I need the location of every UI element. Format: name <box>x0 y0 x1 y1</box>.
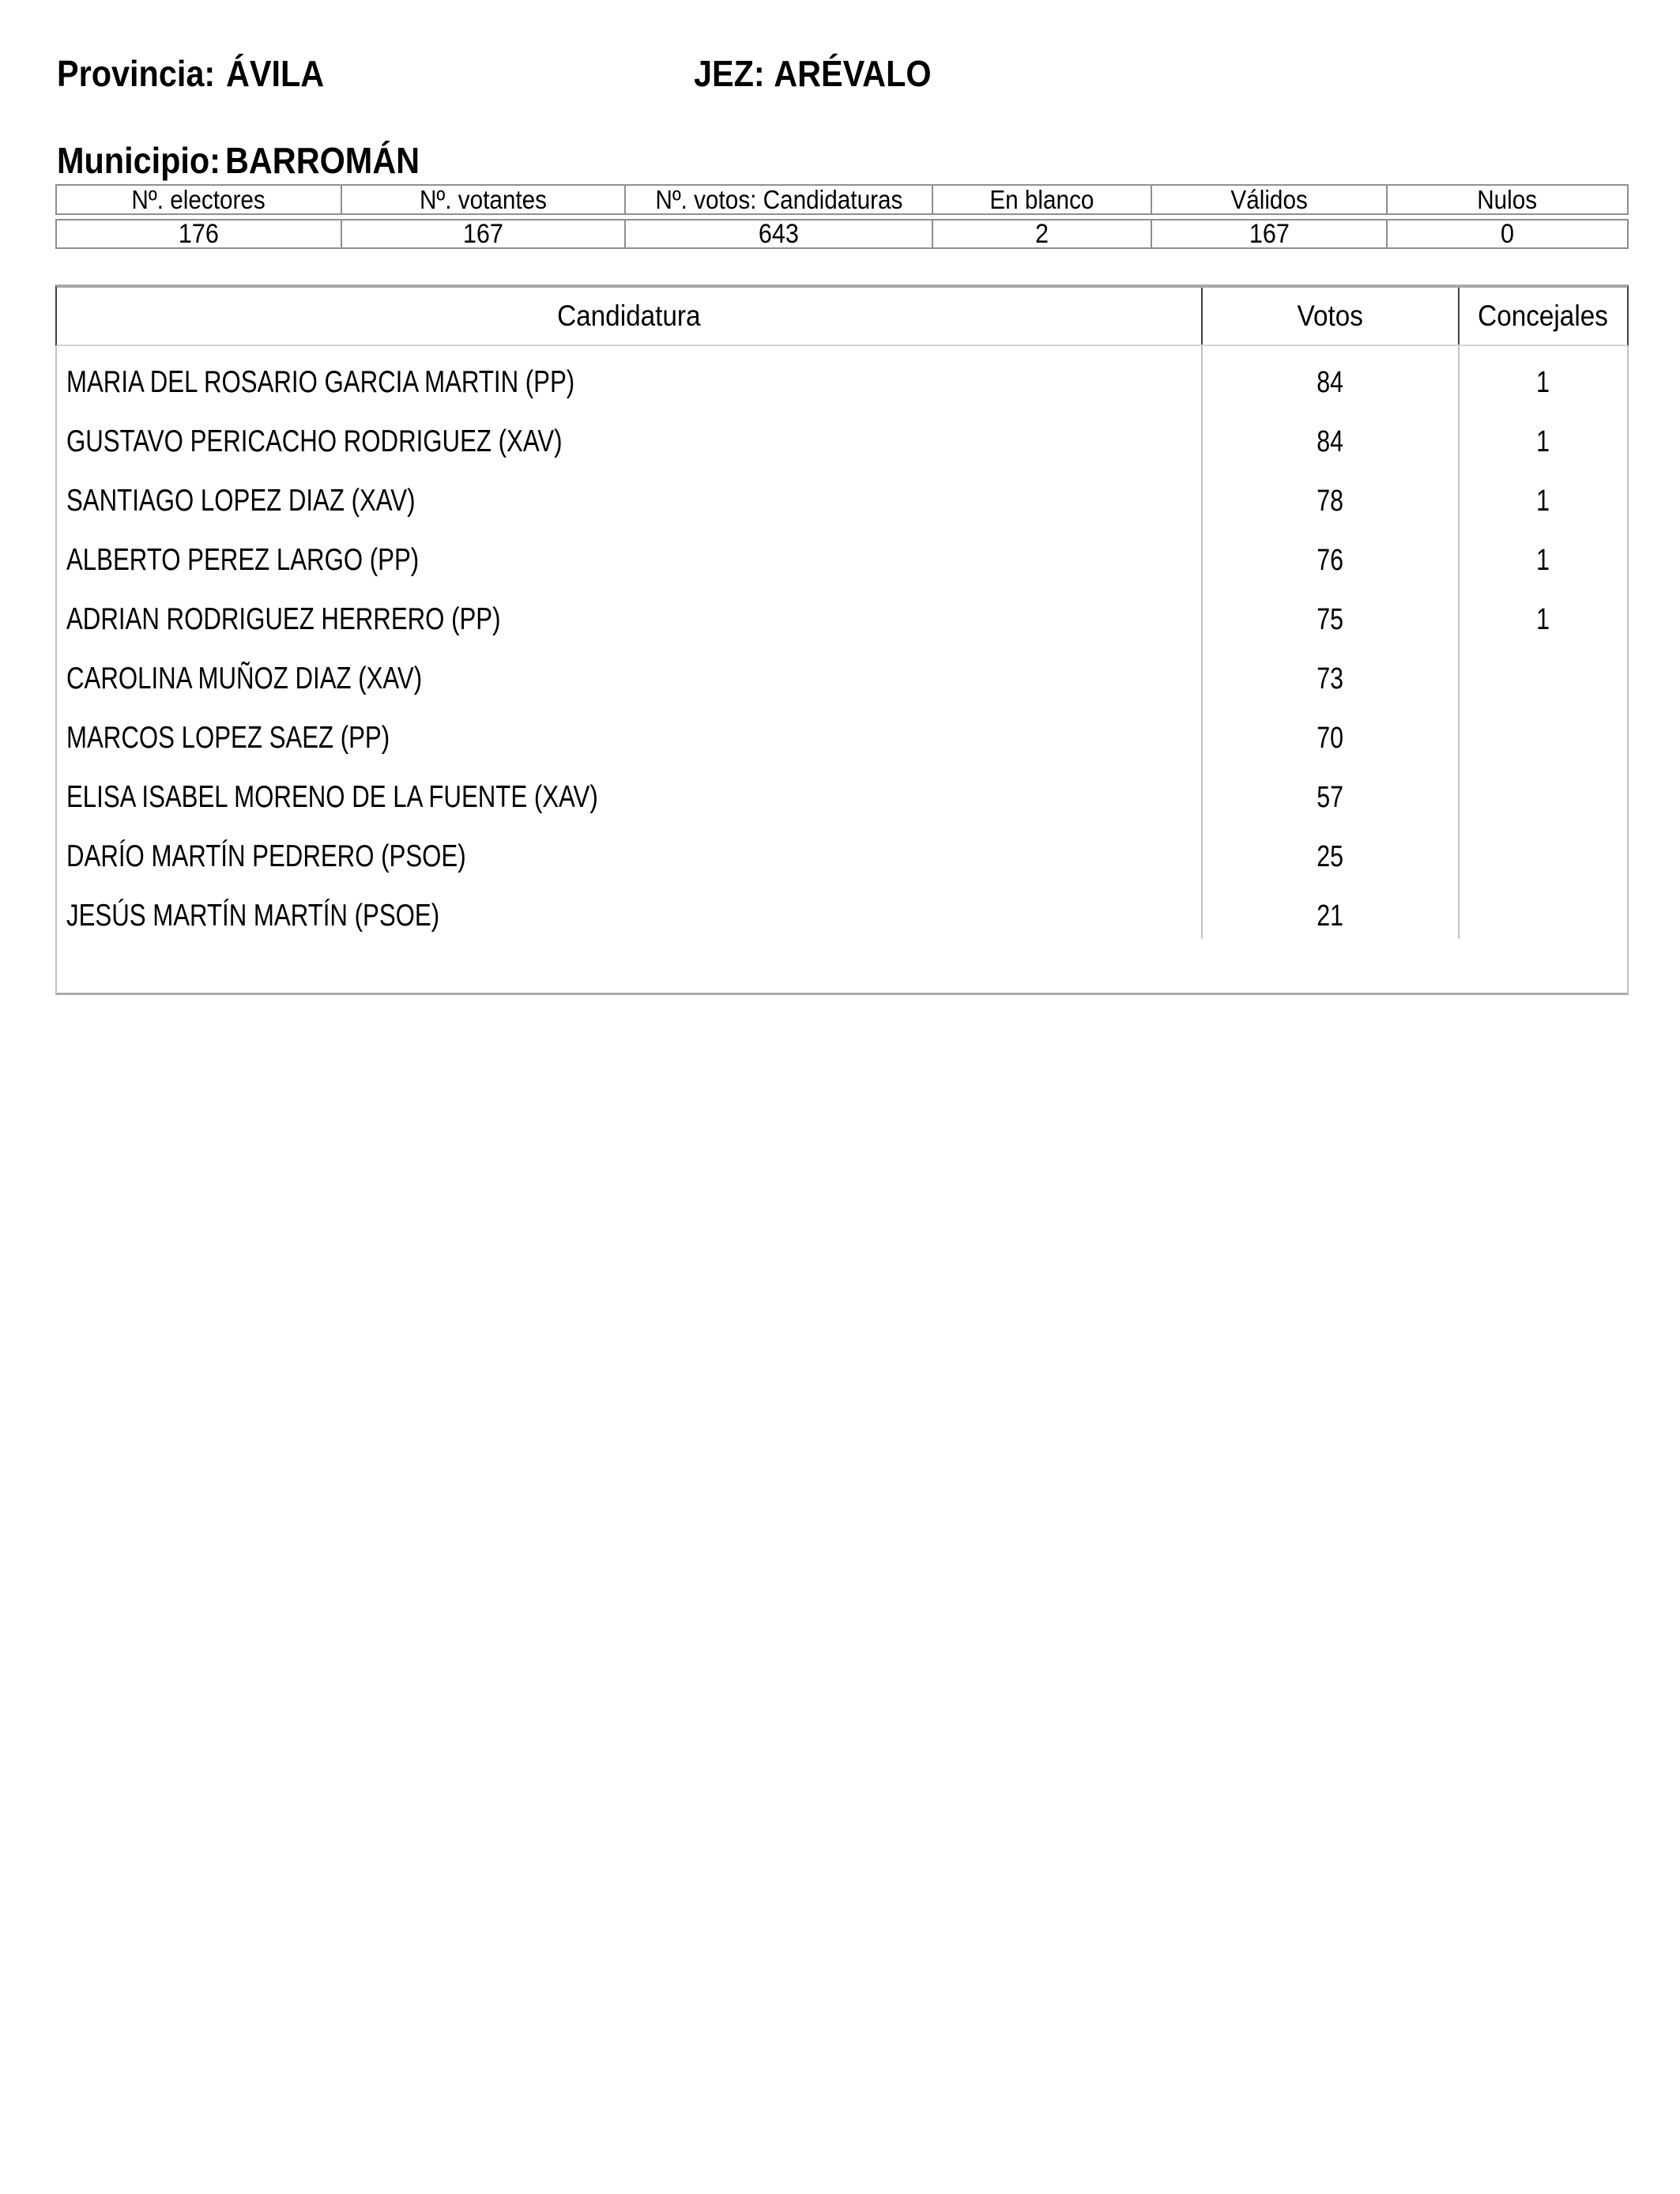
candidate-name-cell: CAROLINA MUÑOZ DIAZ (XAV) <box>66 662 423 696</box>
province-line: Provincia: <box>57 55 232 92</box>
candidate-seats-cell: 1 <box>1458 524 1627 583</box>
candidate-votes-cell: 21 <box>1201 880 1458 939</box>
candidate-votes-cell: 70 <box>1201 702 1458 761</box>
candidate-row: DARÍO MARTÍN PEDRERO (PSOE) 25 <box>57 820 1627 880</box>
summary-value-en-blanco: 2 <box>932 219 1151 249</box>
candidate-votes-cell: 76 <box>1201 524 1458 583</box>
summary-value-votos-candidaturas: 643 <box>624 219 932 249</box>
candidate-votes-cell: 25 <box>1201 820 1458 880</box>
results-header-row: Candidatura Votos Concejales <box>55 285 1629 346</box>
summary-header-electores: Nº. electores <box>131 184 266 214</box>
summary-header-validos: Válidos <box>1151 185 1386 214</box>
candidate-votes-cell: 75 <box>1201 583 1458 643</box>
candidate-name-cell: MARCOS LOPEZ SAEZ (PP) <box>66 721 390 755</box>
candidate-row: ELISA ISABEL MORENO DE LA FUENTE (XAV) 5… <box>57 761 1627 820</box>
candidate-seats-cell: 1 <box>1458 583 1627 643</box>
candidate-row: ALBERTO PEREZ LARGO (PP) 76 1 <box>57 524 1627 583</box>
candidate-seats-cell <box>1458 761 1627 820</box>
results-header-votos: Votos <box>1201 288 1458 345</box>
candidate-row: MARCOS LOPEZ SAEZ (PP) 70 <box>57 702 1627 761</box>
jez-label-and-value: JEZ: ARÉVALO <box>694 53 932 94</box>
candidate-seats-cell: 1 <box>1458 405 1627 465</box>
province-label: Provincia: <box>57 53 216 94</box>
results-table-body: MARIA DEL ROSARIO GARCIA MARTIN (PP) 84 … <box>55 346 1629 995</box>
municipality-label: Municipio: <box>57 140 220 181</box>
candidate-name-cell: GUSTAVO PERICACHO RODRIGUEZ (XAV) <box>66 424 563 458</box>
summary-value-votantes: 167 <box>341 219 624 249</box>
summary-header-en-blanco: En blanco <box>932 185 1151 214</box>
municipality-value: BARROMÁN <box>225 140 420 181</box>
candidate-row: MARIA DEL ROSARIO GARCIA MARTIN (PP) 84 … <box>57 346 1627 405</box>
summary-header-votantes: Nº. votantes <box>341 185 624 214</box>
candidate-votes-cell: 73 <box>1201 643 1458 702</box>
candidate-row: GUSTAVO PERICACHO RODRIGUEZ (XAV) 84 1 <box>57 405 1627 465</box>
jez-line: JEZ: ARÉVALO <box>694 55 958 92</box>
candidate-name-cell: MARIA DEL ROSARIO GARCIA MARTIN (PP) <box>66 365 575 399</box>
candidate-name-cell: JESÚS MARTÍN MARTÍN (PSOE) <box>66 899 440 933</box>
candidate-seats-cell <box>1458 643 1627 702</box>
candidate-seats-cell <box>1458 880 1627 939</box>
results-header-candidatura: Candidatura <box>557 300 701 332</box>
candidate-row: CAROLINA MUÑOZ DIAZ (XAV) 73 <box>57 643 1627 702</box>
province-value: ÁVILA <box>226 53 325 94</box>
candidate-name-cell: SANTIAGO LOPEZ DIAZ (XAV) <box>66 484 416 518</box>
candidate-name-cell: ADRIAN RODRIGUEZ HERRERO (PP) <box>66 602 501 636</box>
candidate-votes-cell: 84 <box>1201 405 1458 465</box>
candidate-name-cell: ALBERTO PEREZ LARGO (PP) <box>66 543 420 577</box>
summary-header-nulos: Nulos <box>1386 185 1627 214</box>
summary-values-row: 176 167 643 2 167 0 <box>55 219 1629 249</box>
candidate-seats-cell <box>1458 702 1627 761</box>
candidate-seats-cell: 1 <box>1458 465 1627 524</box>
results-header-concejales: Concejales <box>1458 288 1627 345</box>
summary-header-votos-candidaturas: Nº. votos: Candidaturas <box>624 185 932 214</box>
candidate-seats-cell: 1 <box>1458 346 1627 405</box>
candidate-name-cell: DARÍO MARTÍN PEDRERO (PSOE) <box>66 839 466 873</box>
candidate-votes-cell: 57 <box>1201 761 1458 820</box>
candidate-row: ADRIAN RODRIGUEZ HERRERO (PP) 75 1 <box>57 583 1627 643</box>
candidate-row: SANTIAGO LOPEZ DIAZ (XAV) 78 1 <box>57 465 1627 524</box>
summary-header-row: Nº. electores Nº. votantes Nº. votos: Ca… <box>55 184 1629 215</box>
candidate-name-cell: ELISA ISABEL MORENO DE LA FUENTE (XAV) <box>66 780 598 814</box>
summary-value-nulos: 0 <box>1386 219 1627 249</box>
candidate-votes-cell: 78 <box>1201 465 1458 524</box>
summary-value-validos: 167 <box>1151 219 1386 249</box>
summary-value-electores: 176 <box>178 218 220 249</box>
candidate-row: JESÚS MARTÍN MARTÍN (PSOE) 21 <box>57 880 1627 939</box>
candidate-seats-cell <box>1458 820 1627 880</box>
candidate-votes-cell: 84 <box>1201 346 1458 405</box>
